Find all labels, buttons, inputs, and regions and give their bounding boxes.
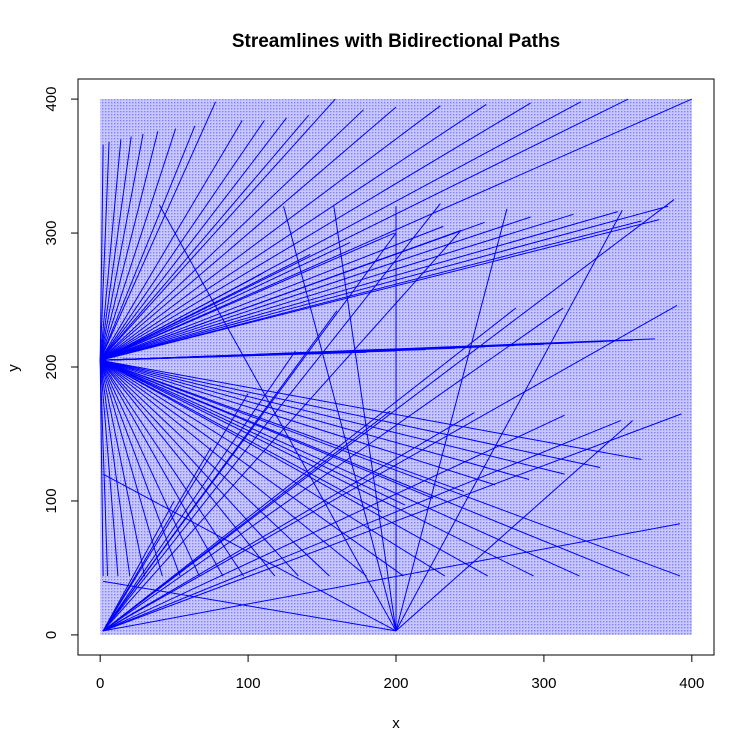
streamline-fan-up-from-left-source [99, 272, 264, 361]
streamlines [99, 98, 693, 632]
streamline-fan-up-from-left-source [99, 241, 351, 361]
streamline-fan-up-from-left-source [99, 144, 104, 361]
streamline-fan-down-from-left-source [99, 359, 406, 506]
streamline-fan-down-from-left-source [99, 360, 163, 577]
y-tick-label: 0 [43, 631, 60, 639]
streamline-fan-down-from-left-source [100, 359, 565, 475]
streamline-fan-down-from-left-source [100, 359, 496, 486]
streamline-fan-down-from-left-source [99, 360, 200, 577]
streamline-fan-from-lower-left-source [102, 230, 462, 632]
streamline-fan-down-from-left-source [99, 359, 630, 577]
x-tick-label: 0 [96, 675, 104, 692]
streamline-fan-up-from-left-source [99, 232, 395, 361]
y-tick-label: 400 [43, 87, 60, 112]
streamline-fan-up-from-left-source [100, 211, 618, 361]
streamline-lines-through-bottom-source [102, 473, 397, 632]
streamline-fan-down-from-left-source [99, 359, 488, 577]
streamline-fan-down-from-left-source [99, 359, 580, 577]
streamline-fan-up-from-left-source [100, 216, 531, 361]
streamline-fan-up-from-left-source [99, 114, 310, 361]
streamline-fan-up-from-left-source [99, 254, 311, 361]
streamline-fan-from-lower-left-source [102, 413, 682, 632]
streamline-fan-from-lower-left-source [103, 523, 681, 632]
streamline-fan-up-from-left-source [99, 98, 629, 361]
streamline-fan-from-lower-left-source [102, 412, 475, 632]
streamline-fan-up-from-left-source [100, 225, 444, 361]
streamline-fan-down-from-left-source [99, 360, 146, 577]
streamline-fan-up-from-left-source [99, 102, 531, 361]
streamline-fan-down-from-left-source [99, 360, 224, 577]
streamline-lines-through-bottom-source [395, 210, 623, 632]
x-tick-label: 200 [383, 675, 408, 692]
y-tick-label: 300 [43, 221, 60, 246]
streamline-fan-up-from-left-source [100, 205, 669, 361]
streamline-fan-down-from-left-source [100, 359, 642, 460]
streamline-lines-through-bottom-source [103, 580, 397, 632]
streamline-fan-from-lower-left-source [102, 304, 678, 632]
chart-title: Streamlines with Bidirectional Paths [232, 31, 560, 52]
streamline-fan-from-lower-left-source [102, 203, 441, 632]
y-axis-label: y [5, 364, 22, 372]
streamline-fan-up-from-left-source [99, 133, 144, 361]
streamline-fan-up-from-left-source [100, 229, 462, 361]
streamline-fan-up-from-left-source [99, 101, 217, 361]
streamline-fan-from-lower-left-source [102, 307, 517, 632]
streamline-fan-down-from-left-source [99, 360, 104, 576]
streamline-fan-up-from-left-source [99, 106, 397, 361]
streamline-fan-from-lower-left-source [102, 307, 564, 632]
streamline-fan-up-from-left-source [99, 128, 177, 361]
streamline-fan-from-lower-left-source [102, 199, 675, 632]
streamline-fan-down-from-left-source [99, 359, 276, 577]
streamline-fan-up-from-left-source [99, 120, 243, 361]
x-tick-label: 300 [531, 675, 556, 692]
streamline-fan-up-from-left-source [99, 131, 159, 361]
streamline-fan-down-from-left-source [99, 360, 181, 577]
y-axis: 0 100 200 300 400 [43, 87, 79, 639]
streamline-fan-down-from-left-source [99, 360, 131, 577]
streamline-fan-from-lower-left-source [102, 447, 212, 632]
streamline-fan-up-from-left-source [100, 219, 660, 361]
streamline-fan-from-lower-left-source [102, 500, 175, 632]
streamline-fan-down-from-left-source [99, 360, 109, 576]
streamline-fan-down-from-left-source [99, 360, 119, 577]
streamline-fan-up-from-left-source [99, 98, 336, 361]
streamline-fan-up-from-left-source [100, 213, 574, 361]
streamline-fan-up-from-left-source [99, 104, 487, 361]
streamline-fan-up-from-left-source [99, 105, 441, 361]
streamline-fan-from-lower-left-source [102, 393, 249, 632]
streamline-fan-up-from-left-source [99, 120, 265, 361]
streamline-lines-through-bottom-source [395, 208, 508, 632]
streamline-lines-through-bottom-source [283, 206, 397, 632]
streamline-fan-down-from-left-source [100, 359, 601, 468]
streamline-fan-up-from-left-source [99, 109, 364, 361]
streamline-lines-through-bottom-source [333, 206, 397, 631]
x-tick-label: 100 [236, 675, 261, 692]
streamline-fan-down-from-left-source [99, 359, 404, 577]
streamline-lines-through-bottom-source [158, 204, 397, 632]
streamline-fan-up-from-left-source [99, 117, 287, 361]
streamline-fan-from-lower-left-source [102, 410, 391, 632]
streamline-fan-from-lower-left-source [102, 414, 565, 632]
streamline-fan-up-from-left-source [99, 125, 196, 361]
streamline-fan-up-from-left-source [99, 139, 122, 361]
streamline-fan-from-lower-left-source [102, 350, 296, 632]
streamline-fan-down-from-left-source [99, 359, 534, 577]
x-axis-label: x [392, 715, 400, 732]
streamline-fan-down-from-left-source [100, 359, 530, 481]
streamline-fan-down-from-left-source [99, 359, 446, 577]
streamline-fan-down-from-left-source [99, 359, 382, 513]
streamline-fan-up-from-left-source [99, 141, 110, 361]
x-axis: 0 100 200 300 400 [96, 654, 704, 692]
y-tick-label: 200 [43, 354, 60, 379]
x-tick-label: 400 [679, 675, 704, 692]
y-tick-label: 100 [43, 488, 60, 513]
streamline-lines-through-bottom-source [395, 420, 633, 632]
streamline-fan-from-lower-left-source [102, 310, 338, 632]
streamline-fan-up-from-left-source [99, 136, 132, 361]
streamline-fan-down-from-left-source [99, 359, 367, 577]
streamline-fan-up-from-left-source [100, 220, 642, 361]
